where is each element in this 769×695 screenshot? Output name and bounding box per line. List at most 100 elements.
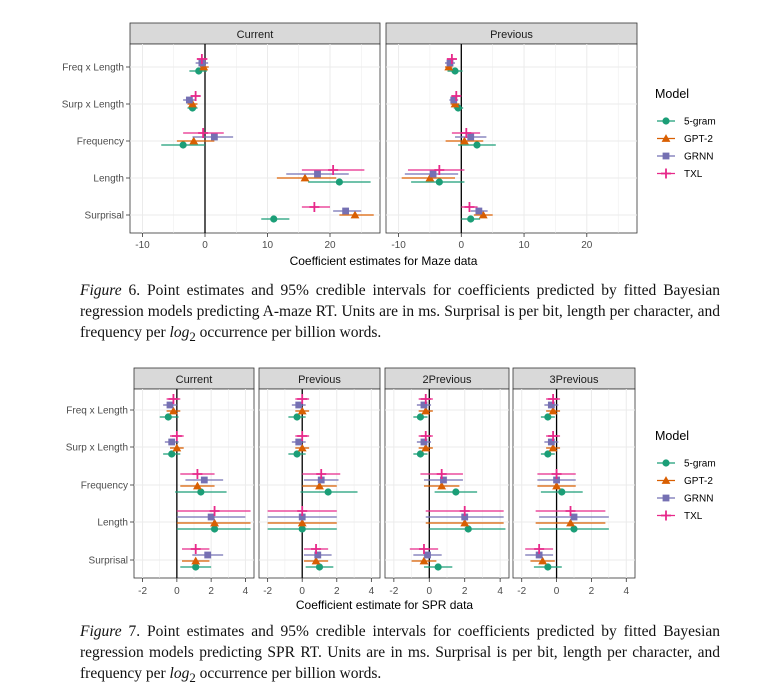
- fig6-x-axis-title: Coefficient estimates for Maze data: [290, 254, 478, 268]
- fig7-x-tick-label: 0: [554, 586, 560, 597]
- fig7-x-axis-title: Coefficient estimate for SPR data: [296, 598, 474, 612]
- figure-6-caption-text-end: occurrence per billion words.: [195, 324, 382, 341]
- fig7-y-tick-label: Surprisal: [89, 556, 128, 567]
- fig7-x-tick-label: -2: [517, 586, 526, 597]
- fig7-point-gpt-2: [193, 481, 202, 490]
- fig7-point-5-gram: [558, 488, 566, 496]
- figure-7-caption-math-sub: 2: [189, 670, 196, 686]
- fig7-x-tick-label: 2: [462, 586, 468, 597]
- fig7-legend-key-5-gram: [662, 459, 670, 467]
- fig6-point-grnn: [342, 207, 350, 215]
- fig7-point-grnn: [461, 513, 469, 521]
- fig7-point-gpt-2: [191, 556, 201, 565]
- fig6-y-tick-label: Surprisal: [85, 211, 124, 222]
- fig7-point-grnn: [570, 513, 578, 521]
- fig7-point-txl: [551, 469, 562, 479]
- fig6-x-tick-label: 0: [459, 240, 465, 251]
- fig6-x-tick-label: -10: [135, 240, 150, 251]
- fig6-point-gpt-2: [300, 173, 310, 182]
- fig6-x-tick-label: 0: [202, 240, 208, 251]
- fig7-point-gpt-2: [169, 406, 178, 415]
- fig6-legend-key-5-gram: [662, 117, 670, 125]
- fig7-x-tick-label: 4: [624, 586, 630, 597]
- fig7-x-tick-label: -2: [389, 586, 398, 597]
- fig6-point-grnn: [450, 96, 458, 104]
- fig7-point-grnn: [168, 438, 176, 446]
- fig6-legend-key-grnn: [662, 152, 670, 160]
- fig7-point-grnn: [535, 551, 543, 559]
- fig7-point-gpt-2: [538, 556, 548, 565]
- fig7-point-txl: [192, 469, 203, 479]
- fig7-point-5-gram: [210, 525, 219, 533]
- fig7-point-txl: [436, 469, 447, 479]
- fig7-y-tick-label: Freq x Length: [66, 406, 128, 417]
- fig6-point-5-gram: [467, 215, 475, 223]
- figure-7-caption: Figure 7. Point estimates and 95% credib…: [80, 621, 720, 688]
- fig7-point-5-gram: [315, 563, 324, 571]
- fig6-legend-label: GRNN: [684, 152, 713, 163]
- fig7-point-5-gram: [293, 413, 301, 421]
- figure-7-caption-math: log: [169, 665, 190, 682]
- fig7-point-5-gram: [293, 450, 301, 458]
- fig7-legend-title: Model: [655, 429, 689, 443]
- fig7-point-txl: [420, 431, 431, 441]
- fig7-x-tick-label: 2: [589, 586, 595, 597]
- fig7-legend-label: TXL: [684, 511, 703, 522]
- fig7-point-gpt-2: [548, 406, 558, 415]
- fig7-point-gpt-2: [419, 556, 429, 565]
- fig7-x-tick-label: 0: [299, 586, 305, 597]
- fig6-point-txl: [461, 128, 472, 138]
- fig6-legend-title: Model: [655, 87, 689, 101]
- fig7-point-txl: [171, 431, 182, 441]
- figure-7-caption-text-end: occurrence per billion words.: [195, 665, 382, 682]
- fig6-point-grnn: [475, 207, 483, 215]
- figure-7-number: 7: [128, 623, 137, 640]
- fig7-y-tick-label: Length: [97, 518, 128, 529]
- fig7-point-gpt-2: [566, 518, 575, 527]
- fig7-panel-title: 3Previous: [550, 374, 599, 386]
- fig7-point-txl: [168, 394, 179, 404]
- fig7-point-gpt-2: [552, 481, 561, 490]
- fig7-x-tick-label: 4: [369, 586, 375, 597]
- fig6-point-gpt-2: [450, 99, 460, 108]
- fig7-panel-title: Previous: [298, 374, 341, 386]
- fig7-point-grnn: [314, 551, 322, 559]
- fig6-x-tick-label: 10: [262, 240, 274, 251]
- fig7-x-tick-label: 2: [208, 586, 214, 597]
- fig7-point-5-gram: [544, 413, 552, 421]
- fig7-point-grnn: [204, 551, 212, 559]
- fig6-legend-key-gpt-2: [661, 134, 671, 142]
- fig7-point-5-gram: [464, 525, 472, 533]
- fig6-x-tick-label: 10: [518, 240, 530, 251]
- fig7-point-5-gram: [544, 450, 552, 458]
- fig7-x-tick-label: -2: [138, 586, 147, 597]
- fig7-legend-label: GRNN: [684, 494, 713, 505]
- fig7-point-5-gram: [570, 525, 578, 533]
- fig7-point-grnn: [424, 551, 431, 559]
- fig7-point-grnn: [420, 401, 428, 409]
- fig6-point-gpt-2: [425, 173, 435, 182]
- figure-7-label: Figure: [80, 623, 122, 640]
- fig7-legend-label: GPT-2: [684, 476, 713, 487]
- fig7-point-5-gram: [416, 413, 425, 421]
- fig7-point-5-gram: [324, 488, 332, 496]
- fig7-point-5-gram: [434, 563, 442, 571]
- fig7-y-tick-label: Surp x Length: [66, 443, 128, 454]
- fig6-y-tick-label: Length: [93, 174, 124, 185]
- fig7-x-tick-label: 0: [174, 586, 180, 597]
- fig6-point-txl: [446, 54, 457, 64]
- fig6-legend-label: 5-gram: [684, 117, 716, 128]
- fig6-point-txl: [198, 128, 209, 138]
- fig7-point-5-gram: [192, 563, 200, 571]
- fig6-point-txl: [196, 54, 207, 64]
- fig6-point-5-gram: [335, 178, 343, 186]
- fig6-point-5-gram: [179, 141, 187, 149]
- fig6-point-txl: [190, 91, 201, 101]
- fig7-x-tick-label: 0: [427, 586, 433, 597]
- fig7-point-gpt-2: [315, 481, 324, 490]
- fig6-y-tick-label: Surp x Length: [62, 100, 124, 111]
- fig7-legend-key-gpt-2: [661, 476, 671, 484]
- fig7-point-gpt-2: [297, 518, 307, 527]
- fig7-point-txl: [459, 506, 470, 516]
- fig7-point-grnn: [166, 401, 174, 409]
